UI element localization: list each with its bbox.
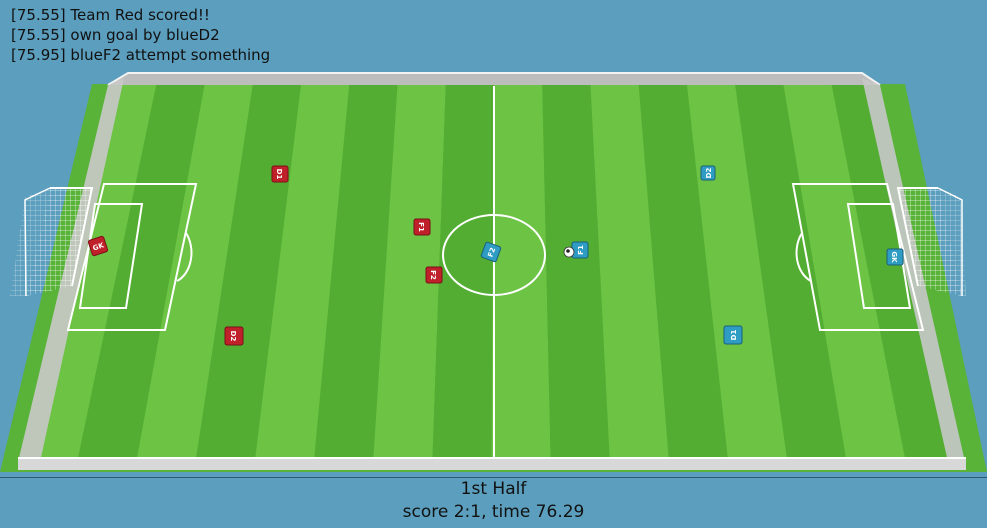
- blue-f2-label: F2: [487, 246, 498, 258]
- grass-stripe: [542, 85, 610, 462]
- grass-stripe: [313, 85, 398, 462]
- grass-stripe: [136, 85, 253, 462]
- red-gk-label: GK: [92, 241, 106, 252]
- grass-stripe: [590, 85, 670, 462]
- red-f1-label: F1: [417, 222, 425, 232]
- pitch-stripes: [18, 85, 965, 462]
- status-bar: 1st Half score 2:1, time 76.29: [0, 477, 987, 528]
- red-d2-label: D2: [229, 331, 237, 342]
- half-indicator: 1st Half: [460, 479, 527, 499]
- blue-d1-label: D1: [730, 330, 738, 341]
- field-lines: [66, 86, 925, 458]
- soccer-ball[interactable]: [563, 246, 575, 258]
- event-log: [75.55] Team Red scored!! [75.55] own go…: [11, 5, 270, 65]
- red-f2-label: F2: [429, 270, 437, 280]
- log-line: [75.55] own goal by blueD2: [11, 26, 220, 44]
- blue-gk-player[interactable]: GK: [886, 248, 904, 266]
- blue-d2-label: D2: [705, 168, 713, 179]
- red-d2-player[interactable]: D2: [224, 326, 244, 346]
- blue-gk-label: GK: [890, 251, 898, 263]
- grass-stripe: [373, 85, 446, 462]
- blue-f1-label: F1: [577, 245, 585, 255]
- grass-stripe: [77, 85, 205, 462]
- blue-d2-player[interactable]: D2: [700, 165, 716, 181]
- grass-stripe: [254, 85, 350, 462]
- grass-stripe: [783, 85, 906, 462]
- blue-f2-player[interactable]: F2: [480, 241, 502, 263]
- right-goal: [896, 187, 966, 296]
- red-d1-label: D1: [275, 169, 283, 180]
- red-f1-player[interactable]: F1: [413, 218, 431, 236]
- left-goal: [10, 187, 94, 297]
- log-line: [75.55] Team Red scored!!: [11, 6, 210, 24]
- grass-stripe: [432, 85, 494, 462]
- grass-stripe: [491, 85, 551, 462]
- red-d1-player[interactable]: D1: [271, 165, 289, 183]
- red-f2-player[interactable]: F2: [425, 266, 443, 284]
- score-time: score 2:1, time 76.29: [402, 502, 585, 522]
- grass-stripe: [638, 85, 729, 462]
- log-line: [75.95] blueF2 attempt something: [11, 46, 271, 64]
- red-gk-player[interactable]: GK: [87, 235, 109, 257]
- grass-stripe: [735, 85, 847, 462]
- blue-f1-player[interactable]: F1: [571, 241, 589, 259]
- blue-d1-player[interactable]: D1: [723, 325, 743, 345]
